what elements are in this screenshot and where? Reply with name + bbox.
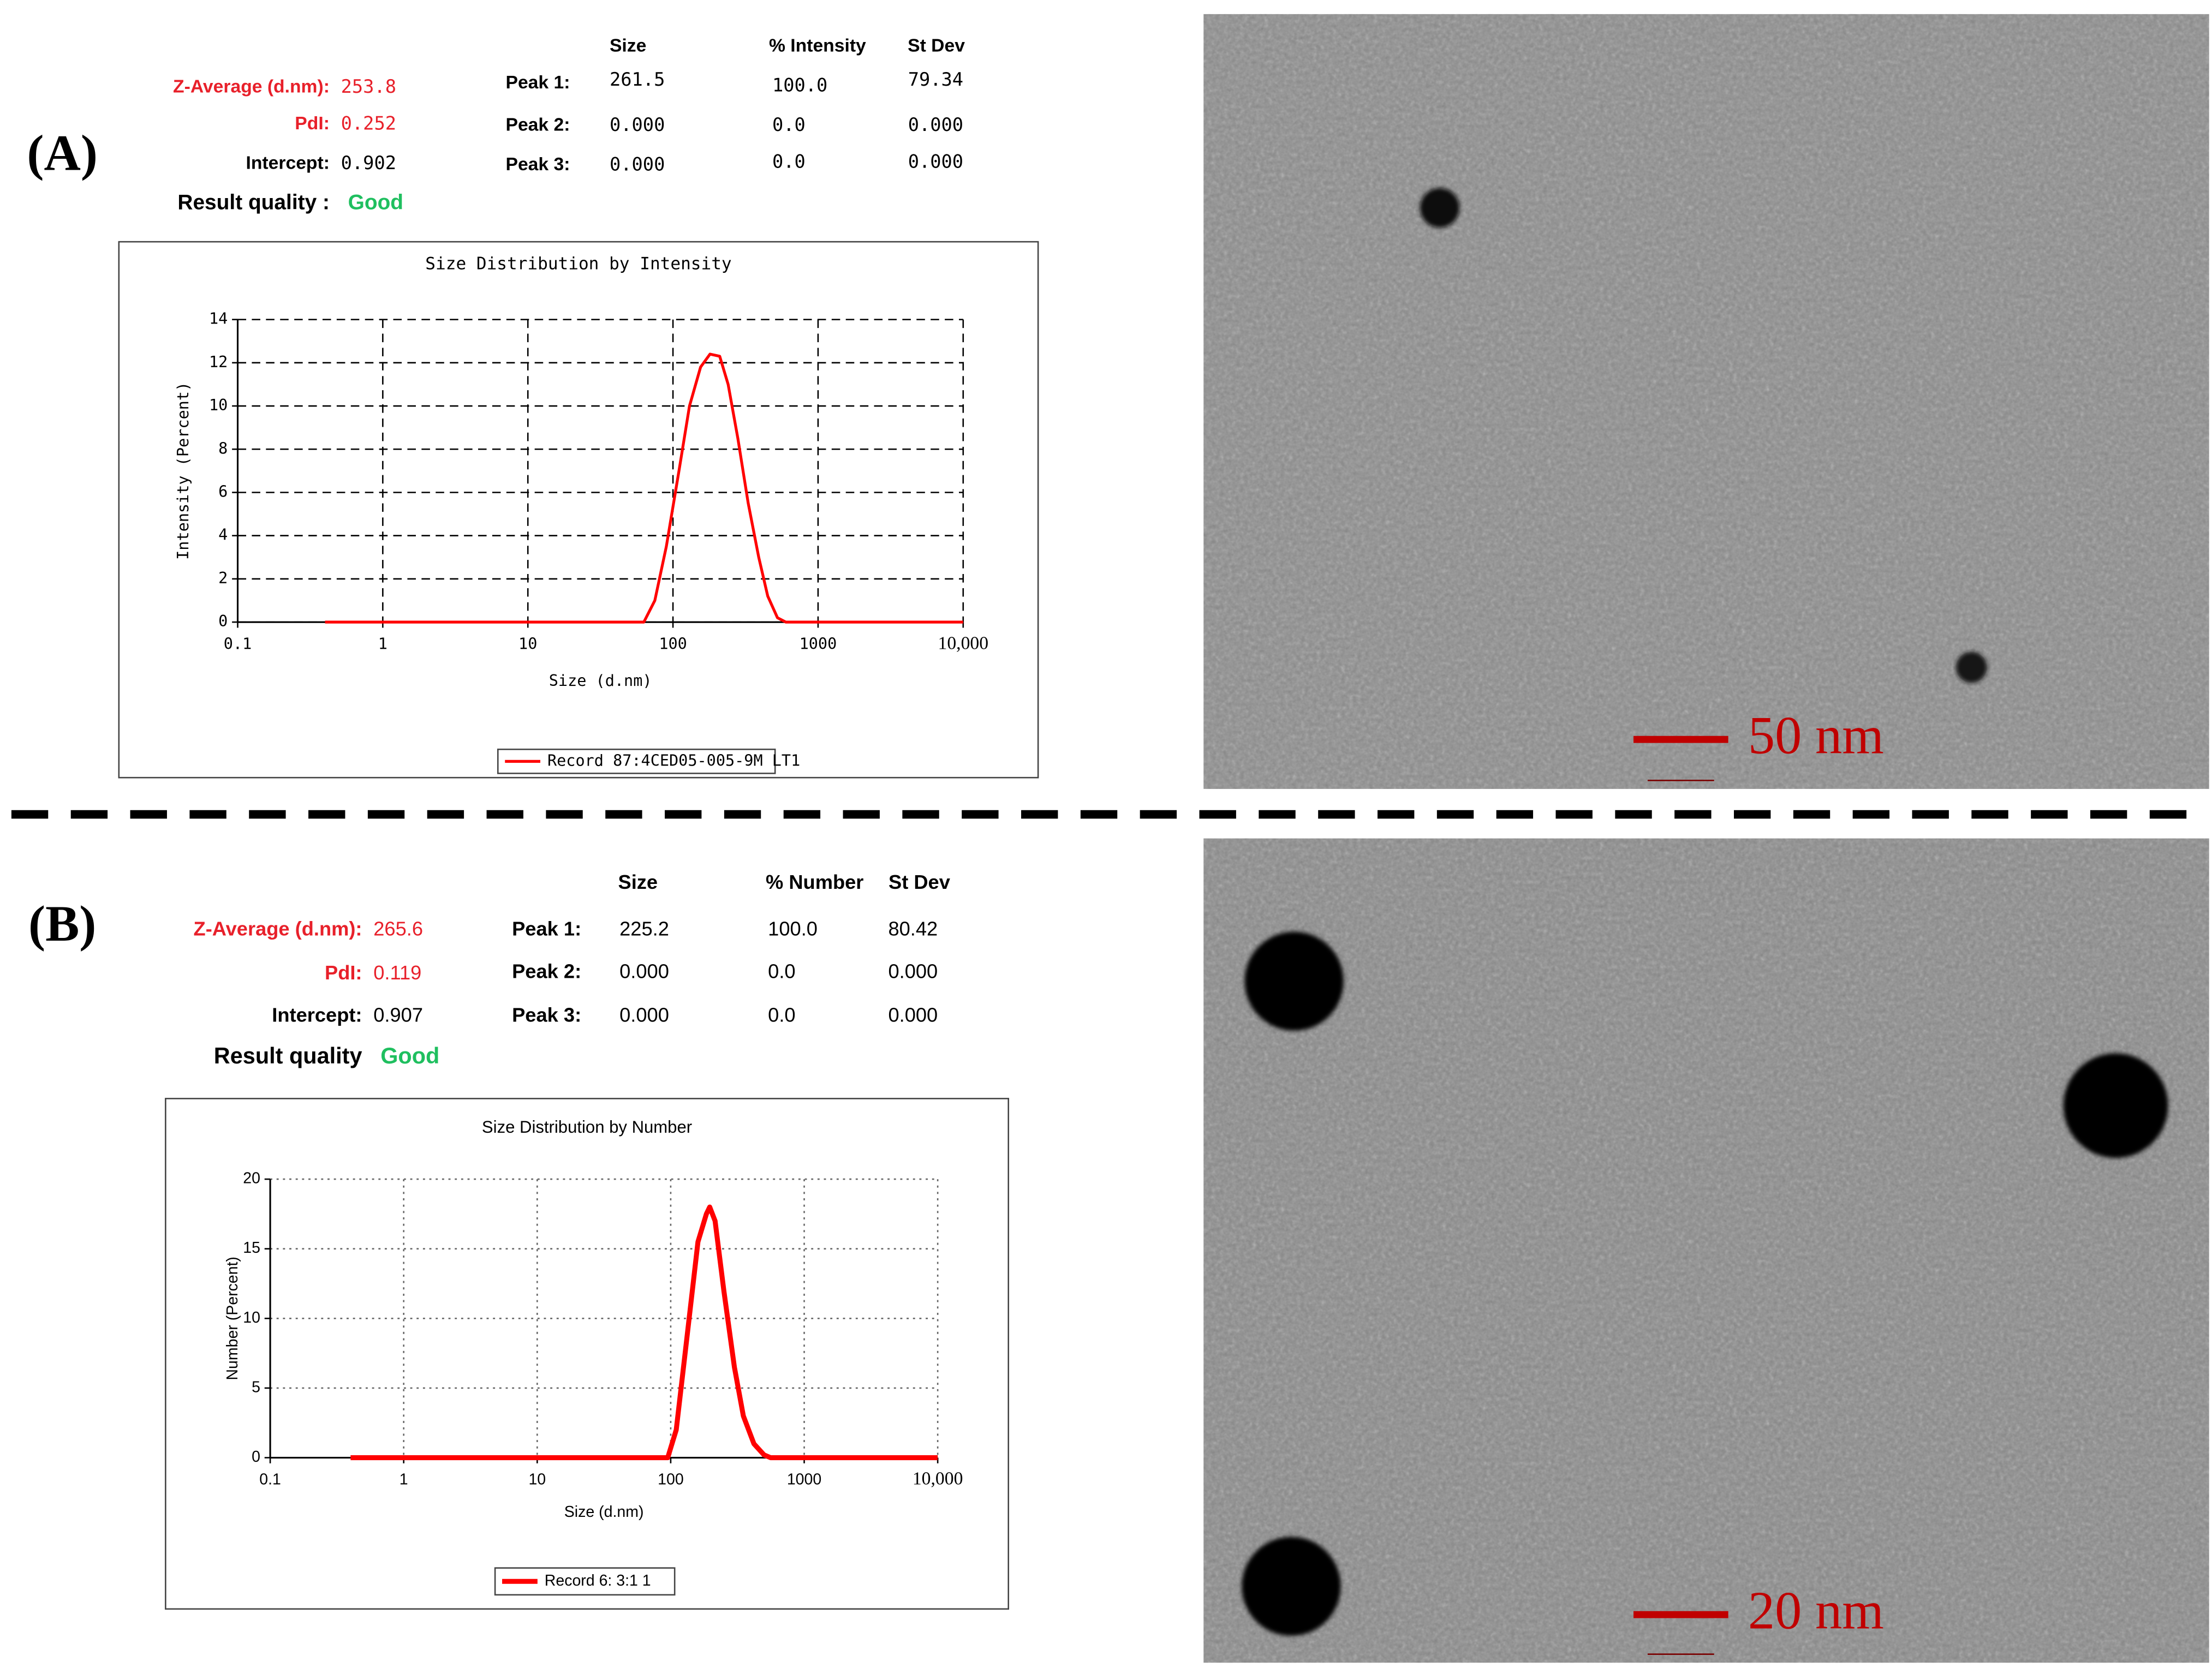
x-axis-label: Size (d.nm) xyxy=(549,672,652,690)
peak-value: 0.000 xyxy=(610,114,665,135)
summary-label: Z-Average (d.nm): xyxy=(194,918,362,940)
peak-value: 0.0 xyxy=(768,1004,795,1026)
data-line xyxy=(325,352,963,624)
x-tick-label: 10 xyxy=(528,1471,546,1488)
summary-value: 0.902 xyxy=(341,152,396,174)
y-tick-label: 12 xyxy=(209,353,228,371)
x-tick-label: 100 xyxy=(659,635,687,653)
chart-title: Size Distribution by Intensity xyxy=(425,254,731,274)
data-line xyxy=(350,1204,938,1461)
table-header: % Intensity xyxy=(769,35,866,56)
peak-value: 80.42 xyxy=(888,918,938,940)
summary-value: 253.8 xyxy=(341,76,396,97)
summary-value: Good xyxy=(380,1043,439,1068)
x-tick-label: 1000 xyxy=(787,1471,821,1488)
y-tick-label: 10 xyxy=(209,396,228,414)
tem-image-a xyxy=(1203,14,2209,789)
legend-box xyxy=(497,749,776,774)
x-tick-label: 1 xyxy=(400,1471,408,1488)
summary-value: 0.907 xyxy=(373,1004,423,1026)
summary-value: 265.6 xyxy=(373,918,423,940)
summary-label: PdI: xyxy=(295,113,330,134)
table-header: % Number xyxy=(766,871,863,893)
y-tick-label: 8 xyxy=(218,439,228,457)
summary-value: Good xyxy=(348,190,403,214)
peak-value: 100.0 xyxy=(772,75,827,96)
peak-value: 225.2 xyxy=(619,918,669,940)
table-header: Size xyxy=(618,871,658,893)
panel-label: (B) xyxy=(28,896,96,952)
peak-label: Peak 1: xyxy=(512,918,581,940)
table-header: St Dev xyxy=(908,35,965,56)
summary-label: Intercept: xyxy=(272,1004,362,1026)
y-tick-label: 10 xyxy=(243,1309,260,1326)
legend-label: Record 6: 3:1 1 xyxy=(545,1572,651,1589)
peak-value: 0.000 xyxy=(908,151,963,172)
peak-value: 100.0 xyxy=(768,918,818,940)
panel-label: (A) xyxy=(27,125,97,182)
summary-value: 0.252 xyxy=(341,113,396,134)
summary-label: Z-Average (d.nm): xyxy=(173,77,330,97)
peak-value: 0.000 xyxy=(619,1004,669,1026)
peak-value: 0.000 xyxy=(908,114,963,135)
y-tick-label: 2 xyxy=(218,569,228,587)
chart-title: Size Distribution by Number xyxy=(482,1117,692,1137)
x-tick-label: 10,000 xyxy=(913,1469,963,1489)
scale-bar-label: 20 nm xyxy=(1748,1581,1884,1640)
peak-value: 0.000 xyxy=(610,154,665,175)
peak-label: Peak 3: xyxy=(505,154,570,175)
y-tick-label: 0 xyxy=(218,612,228,630)
summary-label: Intercept: xyxy=(246,153,330,173)
chart-frame xyxy=(165,1098,1010,1610)
x-tick-label: 10,000 xyxy=(938,633,988,653)
y-tick-label: 0 xyxy=(252,1448,260,1466)
y-tick-label: 6 xyxy=(218,482,228,500)
chart-frame xyxy=(118,241,1039,779)
peak-value: 0.000 xyxy=(619,960,669,982)
peak-value: 0.0 xyxy=(772,151,806,172)
summary-value: 0.119 xyxy=(373,961,421,984)
x-axis-label: Size (d.nm) xyxy=(564,1503,644,1521)
peak-value: 0.0 xyxy=(768,960,795,982)
scale-bar-label: 50 nm xyxy=(1748,706,1884,765)
peak-value: 261.5 xyxy=(610,69,665,90)
peak-value: 0.000 xyxy=(888,1004,938,1026)
y-tick-label: 15 xyxy=(243,1239,260,1257)
table-header: St Dev xyxy=(889,871,951,893)
x-tick-label: 1000 xyxy=(800,635,837,653)
peak-label: Peak 3: xyxy=(512,1004,581,1026)
summary-label: Result quality : xyxy=(177,190,330,214)
y-axis-label: Intensity (Percent) xyxy=(174,382,192,560)
y-tick-label: 14 xyxy=(209,310,228,328)
table-header: Size xyxy=(610,35,646,56)
x-tick-label: 0.1 xyxy=(259,1471,281,1488)
x-tick-label: 0.1 xyxy=(224,635,252,653)
tem-image-b xyxy=(1203,838,2209,1663)
peak-value: 79.34 xyxy=(908,69,963,90)
peak-value: 0.0 xyxy=(772,114,806,135)
y-tick-label: 5 xyxy=(252,1378,260,1396)
y-axis-label: Number (Percent) xyxy=(224,1257,241,1380)
legend-label: Record 87:4CED05-005-9M LT1 xyxy=(547,751,800,769)
peak-label: Peak 2: xyxy=(512,960,581,982)
x-tick-label: 1 xyxy=(378,635,387,653)
summary-label: Result quality xyxy=(214,1043,362,1068)
summary-label: PdI: xyxy=(325,961,362,984)
y-tick-label: 20 xyxy=(243,1170,260,1187)
peak-label: Peak 2: xyxy=(505,115,570,135)
x-tick-label: 10 xyxy=(518,635,537,653)
peak-value: 0.000 xyxy=(888,960,938,982)
x-tick-label: 100 xyxy=(658,1471,684,1488)
peak-label: Peak 1: xyxy=(505,73,570,93)
y-tick-label: 4 xyxy=(218,526,228,544)
